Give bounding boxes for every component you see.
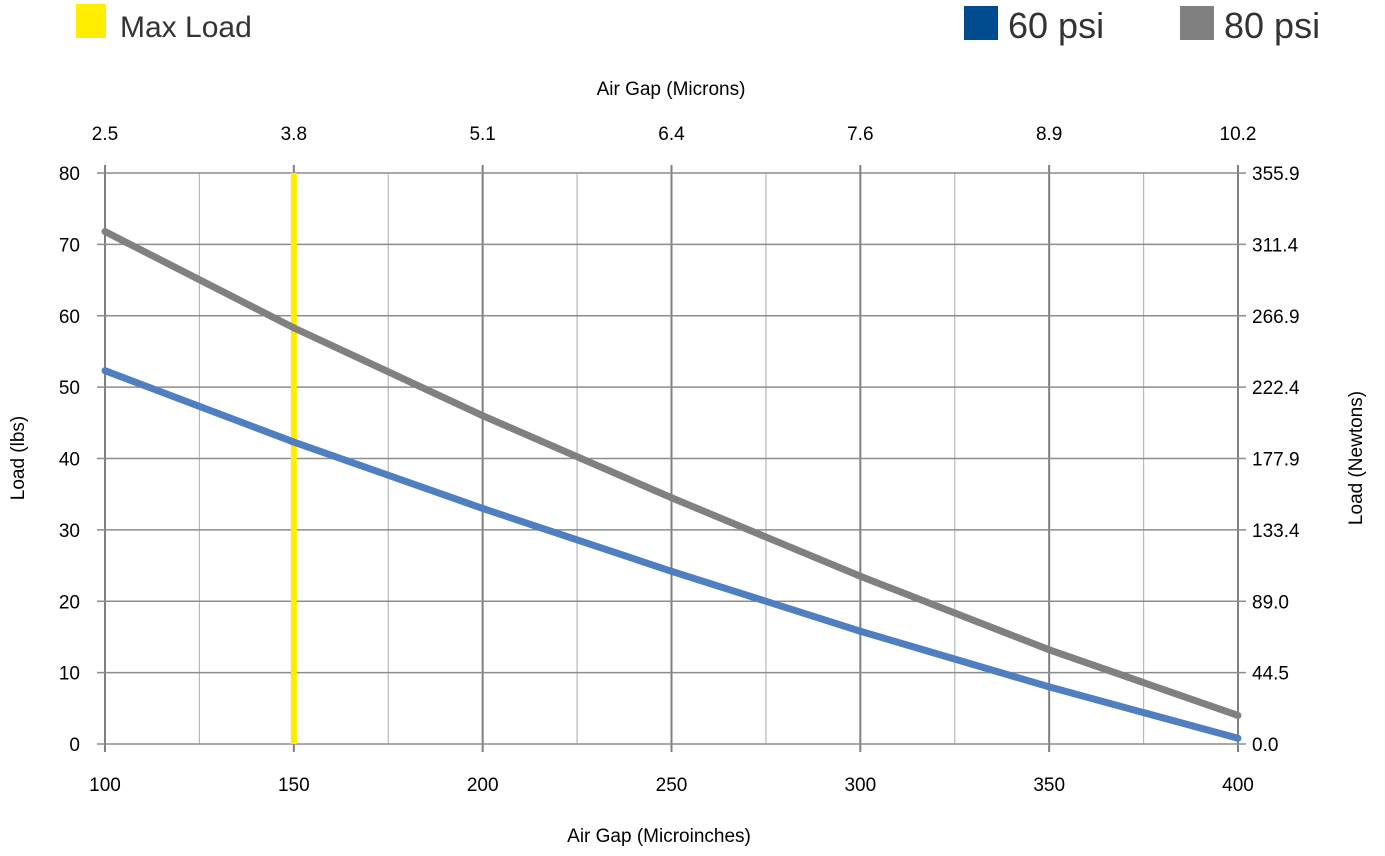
x-top-tick-label: 6.4: [658, 124, 685, 145]
x-bottom-tick-label: 300: [844, 775, 876, 796]
x-bottom-tick-label: 350: [1033, 775, 1065, 796]
y-left-tick-label: 70: [59, 235, 80, 256]
data-point-80-psi: [668, 494, 675, 502]
y-left-tick-label: 0: [69, 735, 80, 756]
data-point-60-psi: [1234, 734, 1242, 742]
y-left-tick-label: 60: [59, 307, 80, 328]
y-right-tick-label: 266.9: [1252, 307, 1300, 328]
data-point-80-psi: [1045, 646, 1053, 654]
data-point-80-psi: [290, 324, 298, 332]
x-top-tick-label: 7.6: [847, 124, 873, 145]
y-left-tick-label: 80: [59, 164, 80, 185]
x-top-tick-label: 2.5: [92, 124, 118, 145]
data-point-80-psi: [101, 228, 109, 236]
data-point-60-psi: [101, 367, 109, 375]
x-bottom-tick-label: 200: [467, 775, 499, 796]
x-top-tick-label: 10.2: [1220, 124, 1257, 145]
x-bottom-tick-label: 100: [89, 775, 121, 796]
x-top-tick-label: 3.8: [281, 124, 307, 145]
x-bottom-tick-label: 250: [656, 775, 688, 796]
x-bottom-axis-title: Air Gap (Microinches): [567, 826, 751, 847]
y-right-tick-label: 0.0: [1252, 735, 1278, 756]
y-right-tick-label: 222.4: [1252, 378, 1300, 399]
y-right-tick-label: 133.4: [1252, 521, 1300, 542]
data-point-60-psi: [479, 504, 487, 512]
x-bottom-tick-label: 400: [1222, 775, 1254, 796]
legend-swatch-60-psi: [964, 6, 998, 40]
legend-label-max-load: Max Load: [120, 11, 252, 44]
y-right-axis-title: Load (Newtons): [1346, 391, 1367, 525]
legend: Max Load 60 psi 80 psi: [76, 4, 1320, 46]
y-left-tick-label: 30: [59, 521, 80, 542]
y-left-tick-label: 50: [59, 378, 80, 399]
data-point-60-psi: [856, 627, 864, 635]
y-left-tick-label: 10: [59, 664, 80, 685]
series: [101, 173, 1242, 744]
data-point-60-psi: [290, 438, 298, 446]
x-bottom-tick-label: 150: [278, 775, 310, 796]
data-point-80-psi: [856, 572, 864, 580]
x-top-axis-title: Air Gap (Microns): [597, 79, 746, 100]
y-right-tick-label: 44.5: [1252, 664, 1289, 685]
x-top-tick-label: 8.9: [1036, 124, 1062, 145]
y-right-tick-label: 177.9: [1252, 450, 1300, 471]
data-point-60-psi: [668, 567, 675, 575]
y-left-axis-title: Load (lbs): [8, 416, 29, 501]
y-right-tick-label: 89.0: [1252, 592, 1289, 613]
legend-label-60-psi: 60 psi: [1008, 5, 1104, 46]
y-left-tick-label: 40: [59, 450, 80, 471]
data-point-80-psi: [479, 412, 487, 420]
data-point-80-psi: [1234, 711, 1242, 719]
y-right-tick-label: 311.4: [1252, 235, 1299, 256]
x-top-tick-label: 5.1: [469, 124, 495, 145]
grid: [97, 165, 1246, 752]
legend-swatch-max-load: [76, 4, 106, 38]
y-left-tick-label: 20: [59, 592, 80, 613]
y-right-tick-label: 355.9: [1252, 164, 1300, 185]
legend-swatch-80-psi: [1180, 6, 1214, 40]
data-point-60-psi: [1045, 683, 1053, 691]
legend-label-80-psi: 80 psi: [1224, 5, 1320, 46]
